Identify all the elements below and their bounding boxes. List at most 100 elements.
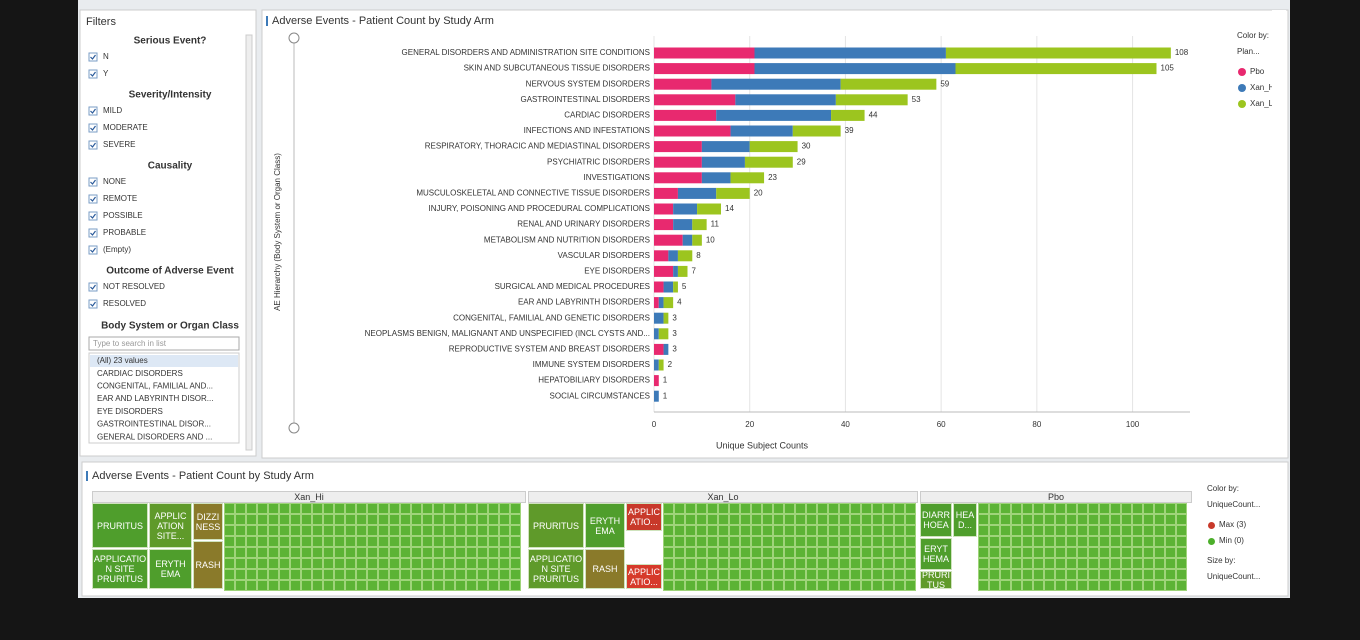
treemap-small-cell xyxy=(1011,558,1022,569)
list-item[interactable]: EAR AND LABYRINTH DISOR... xyxy=(97,394,213,403)
treemap-small-cell xyxy=(707,503,718,514)
treemap-small-cell xyxy=(433,558,444,569)
treemap-small-cell xyxy=(411,558,422,569)
treemap-small-cell xyxy=(806,514,817,525)
treemap-small-cell xyxy=(389,503,400,514)
treemap-small-cell xyxy=(323,547,334,558)
treemap-small-cell xyxy=(894,580,905,591)
treemap-small-cell xyxy=(1033,536,1044,547)
treemap-small-cell xyxy=(301,547,312,558)
treemap-small-cell xyxy=(301,558,312,569)
treemap-small-cell xyxy=(488,580,499,591)
treemap-small-cell xyxy=(1044,514,1055,525)
treemap-small-cell xyxy=(1066,525,1077,536)
checkbox[interactable] xyxy=(88,140,98,150)
treemap-small-cell xyxy=(510,536,521,547)
bar-segment xyxy=(654,281,664,293)
treemap-small-cell xyxy=(1000,514,1011,525)
total-label: 10 xyxy=(706,235,715,244)
treemap-small-cell xyxy=(1044,536,1055,547)
treemap-cell: ERYTH EMA xyxy=(585,503,625,548)
total-label: 14 xyxy=(725,204,734,213)
treemap-small-cell xyxy=(674,547,685,558)
slider-handle[interactable] xyxy=(288,32,300,44)
treemap-small-cell xyxy=(345,503,356,514)
legend-text: Size by: xyxy=(1207,556,1236,565)
treemap-small-cell xyxy=(1066,514,1077,525)
treemap-small-cell xyxy=(499,580,510,591)
legend-label: Xan_L xyxy=(1250,99,1274,108)
treemap-small-cell xyxy=(989,580,1000,591)
treemap-small-cell xyxy=(444,547,455,558)
chart-title: Adverse Events - Patient Count by Study … xyxy=(272,15,494,27)
treemap-small-cell xyxy=(883,536,894,547)
checkbox[interactable] xyxy=(88,177,98,187)
y-tick-label: IMMUNE SYSTEM DISORDERS xyxy=(533,360,650,369)
treemap-small-cell xyxy=(411,525,422,536)
treemap-small-cell xyxy=(1000,503,1011,514)
treemap-small-cell xyxy=(378,580,389,591)
checkbox[interactable] xyxy=(88,228,98,238)
treemap-small-cell xyxy=(674,580,685,591)
treemap-small-cell xyxy=(795,503,806,514)
list-item[interactable]: CONGENITAL, FAMILIAL AND... xyxy=(97,382,213,391)
treemap-small-cell xyxy=(389,525,400,536)
bar-segment xyxy=(654,343,664,355)
treemap-small-cell xyxy=(1099,558,1110,569)
treemap-cell: APPLIC ATION SITE... xyxy=(149,503,192,548)
filter-option: Y xyxy=(103,69,109,78)
treemap-small-cell xyxy=(894,536,905,547)
checkbox[interactable] xyxy=(88,52,98,62)
list-item[interactable]: CARDIAC DISORDERS xyxy=(97,369,183,378)
treemap-small-cell xyxy=(978,580,989,591)
bar-segment xyxy=(701,156,745,168)
checkbox[interactable] xyxy=(88,299,98,309)
treemap-small-cell xyxy=(1176,580,1187,591)
treemap-small-cell xyxy=(1066,536,1077,547)
checkbox[interactable] xyxy=(88,211,98,221)
x-tick-label: 100 xyxy=(1126,420,1140,429)
treemap-small-cell xyxy=(1132,536,1143,547)
x-tick-label: 60 xyxy=(937,420,946,429)
treemap-small-cell xyxy=(477,569,488,580)
treemap-small-cell xyxy=(1033,580,1044,591)
treemap-small-cell xyxy=(334,514,345,525)
treemap-small-cell xyxy=(422,514,433,525)
search-box[interactable] xyxy=(88,336,240,351)
treemap-small-cell xyxy=(828,514,839,525)
treemap-small-cell xyxy=(1022,547,1033,558)
treemap-small-cell xyxy=(751,547,762,558)
list-item[interactable]: GASTROINTESTINAL DISOR... xyxy=(97,420,211,429)
treemap-small-cell xyxy=(978,514,989,525)
treemap-small-cell xyxy=(1165,547,1176,558)
checkbox[interactable] xyxy=(88,123,98,133)
treemap-small-cell xyxy=(762,514,773,525)
slider-handle[interactable] xyxy=(288,422,300,434)
treemap-small-cell xyxy=(1099,580,1110,591)
treemap-small-cell xyxy=(989,569,1000,580)
list-item[interactable]: GENERAL DISORDERS AND ... xyxy=(97,432,212,441)
treemap-small-cell xyxy=(224,569,235,580)
legend-swatch xyxy=(1238,100,1246,108)
bar-segment xyxy=(658,297,664,309)
checkbox[interactable] xyxy=(88,194,98,204)
treemap-small-cell xyxy=(246,569,257,580)
checkbox[interactable] xyxy=(88,245,98,255)
checkbox[interactable] xyxy=(88,106,98,116)
treemap-small-cell xyxy=(224,525,235,536)
total-label: 1 xyxy=(663,376,668,385)
treemap-small-cell xyxy=(872,525,883,536)
treemap-small-cell xyxy=(1044,569,1055,580)
check xyxy=(90,108,96,114)
checkbox[interactable] xyxy=(88,282,98,292)
treemap-small-cell xyxy=(1088,580,1099,591)
checkbox[interactable] xyxy=(88,69,98,79)
list-item[interactable]: (All) 23 values xyxy=(97,356,148,365)
treemap-small-cell xyxy=(1165,569,1176,580)
total-label: 29 xyxy=(797,157,806,166)
list-item[interactable]: EYE DISORDERS xyxy=(97,407,163,416)
treemap-small-cell xyxy=(894,503,905,514)
legend-text: UniqueCount... xyxy=(1207,572,1261,581)
treemap-small-cell xyxy=(312,514,323,525)
treemap-small-cell xyxy=(477,536,488,547)
